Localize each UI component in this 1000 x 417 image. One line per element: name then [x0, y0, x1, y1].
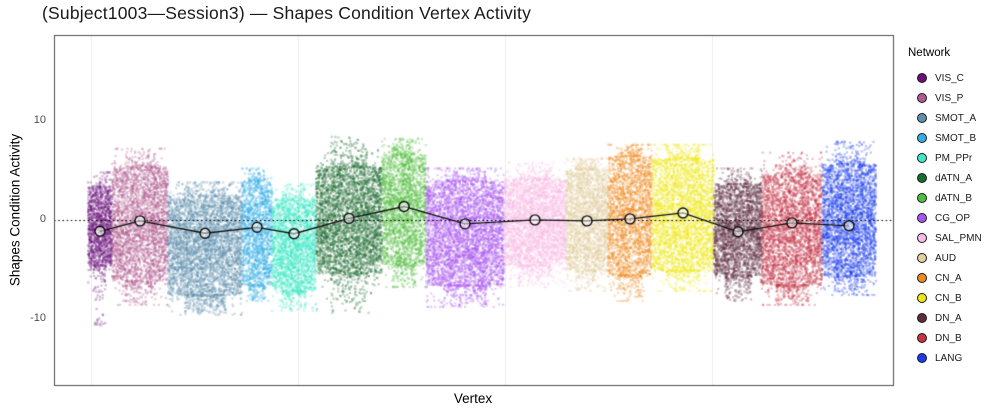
x-axis-title: Vertex	[453, 391, 493, 406]
legend-item-dATN_B: dATN_B	[917, 188, 998, 208]
legend-color-dot-icon	[917, 313, 927, 323]
legend-item-CG_OP: CG_OP	[917, 208, 998, 228]
legend-item-DN_A: DN_A	[917, 308, 998, 328]
legend-item-PM_PPr: PM_PPr	[917, 148, 998, 168]
legend-color-dot-icon	[917, 233, 927, 243]
y-tick-label: 10	[33, 114, 46, 127]
legend-label: VIS_C	[935, 72, 964, 84]
legend-label: LANG	[935, 352, 963, 364]
legend-color-dot-icon	[917, 333, 927, 343]
legend-item-list: VIS_C VIS_P SMOT_A SMOT_B PM_PPr dATN_A dATN_B…	[908, 68, 998, 368]
y-tick-label: -10	[30, 311, 46, 324]
legend-item-DN_B: DN_B	[917, 328, 998, 348]
legend-label: CN_B	[935, 292, 962, 304]
legend-item-SAL_PMN: SAL_PMN	[917, 228, 998, 248]
legend-item-dATN_A: dATN_A	[917, 168, 998, 188]
legend-color-dot-icon	[917, 133, 927, 143]
legend-color-dot-icon	[917, 273, 927, 283]
legend-label: AUD	[935, 252, 957, 264]
legend-label: DN_A	[935, 312, 962, 324]
legend-label: dATN_A	[935, 172, 973, 184]
y-axis-title: Shapes Condition Activity	[7, 133, 23, 287]
legend-label: CG_OP	[935, 212, 971, 224]
legend-item-CN_B: CN_B	[917, 288, 998, 308]
legend-item-SMOT_B: SMOT_B	[917, 128, 998, 148]
legend-label: CN_A	[935, 272, 962, 284]
legend-color-dot-icon	[917, 253, 927, 263]
legend-label: DN_B	[935, 332, 962, 344]
legend-label: dATN_B	[935, 192, 973, 204]
legend-title: Network	[908, 47, 951, 59]
legend-color-dot-icon	[917, 193, 927, 203]
y-tick-label: 0	[39, 212, 46, 225]
legend-item-CN_A: CN_A	[917, 268, 998, 288]
legend-item-LANG: LANG	[917, 348, 998, 368]
legend-label: PM_PPr	[935, 152, 973, 164]
legend-color-dot-icon	[917, 173, 927, 183]
legend-color-dot-icon	[917, 113, 927, 123]
legend-item-VIS_P: VIS_P	[917, 88, 998, 108]
legend-color-dot-icon	[917, 93, 927, 103]
legend-label: SMOT_A	[935, 112, 977, 124]
legend-item-AUD: AUD	[917, 248, 998, 268]
legend-label: SMOT_B	[935, 132, 977, 144]
legend-item-VIS_C: VIS_C	[917, 68, 998, 88]
legend-color-dot-icon	[917, 213, 927, 223]
legend-color-dot-icon	[917, 73, 927, 83]
legend: Network VIS_C VIS_P SMOT_A SMOT_B PM_PPr dATN…	[908, 47, 998, 368]
legend-color-dot-icon	[917, 353, 927, 363]
legend-label: VIS_P	[935, 92, 964, 104]
legend-label: SAL_PMN	[935, 232, 982, 244]
legend-item-SMOT_A: SMOT_A	[917, 108, 998, 128]
legend-color-dot-icon	[917, 153, 927, 163]
legend-color-dot-icon	[917, 293, 927, 303]
